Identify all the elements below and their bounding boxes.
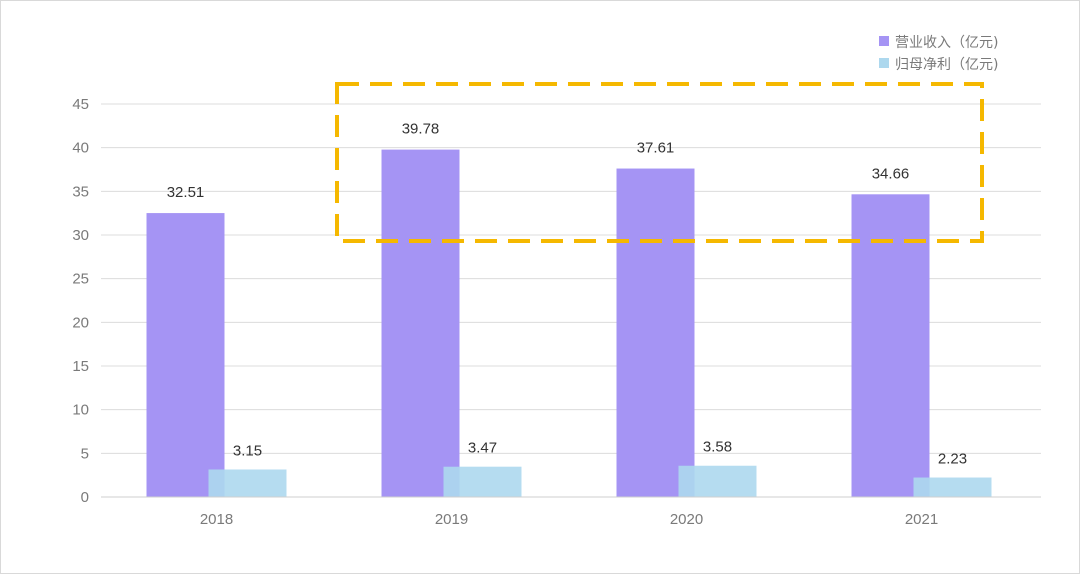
y-tick-label: 5 bbox=[81, 445, 89, 462]
data-labels: 32.51 3.15 39.78 3.47 37.61 3.58 34.66 2.23 bbox=[167, 121, 967, 468]
data-label-net-profit: 3.47 bbox=[468, 440, 497, 457]
y-tick-label: 35 bbox=[72, 183, 89, 200]
grid-lines bbox=[101, 103, 1041, 454]
y-tick-label: 30 bbox=[72, 227, 89, 244]
legend-label-net-profit: 归母净利（亿元) bbox=[895, 56, 998, 73]
y-tick-label: 45 bbox=[72, 96, 89, 113]
bar-net-profit bbox=[443, 466, 522, 497]
bar-net-profit bbox=[208, 469, 287, 497]
bar-revenue bbox=[616, 168, 695, 497]
x-tick-label: 2021 bbox=[905, 511, 938, 528]
bar-net-profit bbox=[913, 477, 992, 497]
data-label-revenue: 34.66 bbox=[872, 165, 910, 182]
legend-label-revenue: 营业收入（亿元) bbox=[895, 35, 998, 51]
data-label-revenue: 32.51 bbox=[167, 184, 205, 201]
bar-revenue bbox=[851, 194, 930, 497]
data-label-net-profit: 3.15 bbox=[233, 442, 262, 459]
bar-net-profit bbox=[678, 465, 757, 497]
x-tick-label: 2020 bbox=[670, 511, 703, 528]
y-axis-ticks: 0 5 10 15 20 25 30 35 40 45 bbox=[72, 96, 89, 506]
x-axis-ticks: 2018 2019 2020 2021 bbox=[200, 511, 938, 528]
bar-revenue bbox=[146, 213, 225, 497]
bars bbox=[146, 149, 992, 497]
data-label-net-profit: 3.58 bbox=[703, 439, 732, 456]
x-tick-label: 2018 bbox=[200, 511, 233, 528]
data-label-net-profit: 2.23 bbox=[938, 451, 967, 468]
highlight-box bbox=[335, 82, 984, 243]
y-tick-label: 10 bbox=[72, 402, 89, 419]
legend: 营业收入（亿元) 归母净利（亿元) bbox=[879, 35, 998, 73]
y-tick-label: 15 bbox=[72, 358, 89, 375]
data-label-revenue: 37.61 bbox=[637, 140, 675, 157]
y-tick-label: 20 bbox=[72, 314, 89, 331]
y-tick-label: 25 bbox=[72, 271, 89, 288]
y-tick-label: 40 bbox=[72, 140, 89, 157]
bar-revenue bbox=[381, 149, 460, 497]
legend-swatch-revenue bbox=[879, 36, 889, 46]
data-label-revenue: 39.78 bbox=[402, 121, 440, 138]
x-tick-label: 2019 bbox=[435, 511, 468, 528]
y-tick-label: 0 bbox=[81, 489, 89, 506]
legend-swatch-net-profit bbox=[879, 58, 889, 68]
